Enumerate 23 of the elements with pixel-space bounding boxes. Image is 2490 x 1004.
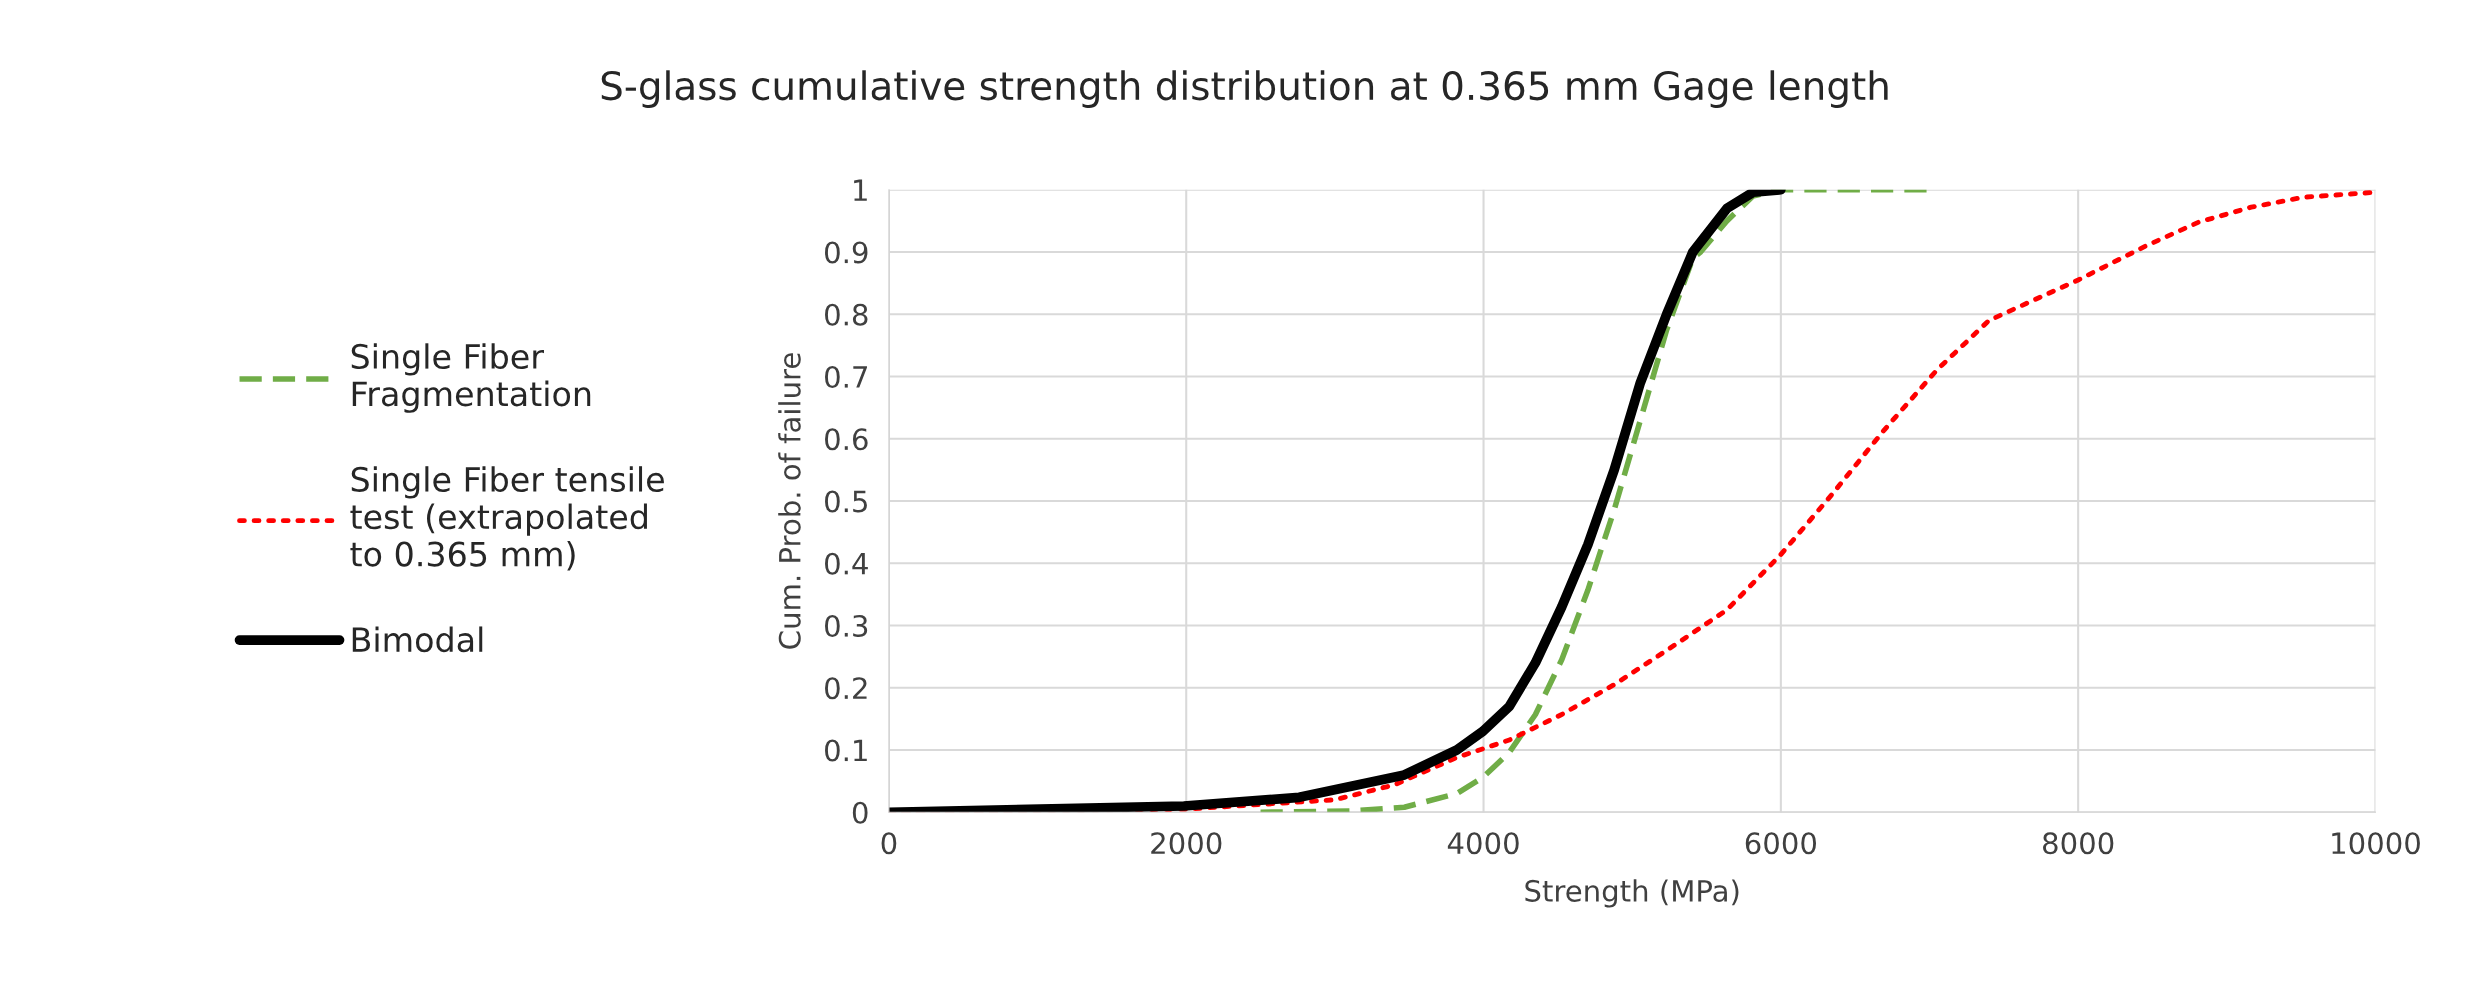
- y-tick-label: 0.9: [825, 241, 868, 264]
- y-tick-label: 1: [854, 179, 867, 201]
- y-tick-label: 0.8: [825, 303, 868, 326]
- y-tick-label: 0.1: [825, 739, 867, 762]
- x-tick-label: 2000: [1151, 832, 1222, 855]
- y-tick-label: 0.2: [825, 677, 867, 700]
- y-tick-label: 0: [852, 801, 868, 824]
- y-tick-label: 0.6: [825, 428, 868, 451]
- y-tick-label: 0.3: [825, 614, 868, 637]
- x-tick-label: 0: [881, 832, 897, 855]
- x-tick-label: 4000: [1447, 832, 1519, 855]
- y-tick-label: 0.7: [825, 365, 867, 388]
- x-tick-label: 10000: [2332, 832, 2420, 855]
- legend-label: Single Fiber tensile test (extrapolated to 0.365 mm): [350, 466, 664, 571]
- y-axis-title: Cum. Prob. of failure: [778, 353, 801, 649]
- x-axis-title: Strength (MPa): [1525, 879, 1739, 908]
- x-tick-label: 8000: [2043, 832, 2114, 855]
- legend-label: Single Fiber Fragmentation: [351, 343, 591, 413]
- legend-label: Bimodal: [352, 626, 483, 653]
- x-tick-label: 6000: [1745, 832, 1817, 855]
- y-tick-label: 0.5: [825, 490, 867, 513]
- y-tick-label: 0.4: [825, 552, 868, 575]
- chart-title: S-glass cumulative strength distribution at 0.365 mm Gage length: [601, 70, 1888, 108]
